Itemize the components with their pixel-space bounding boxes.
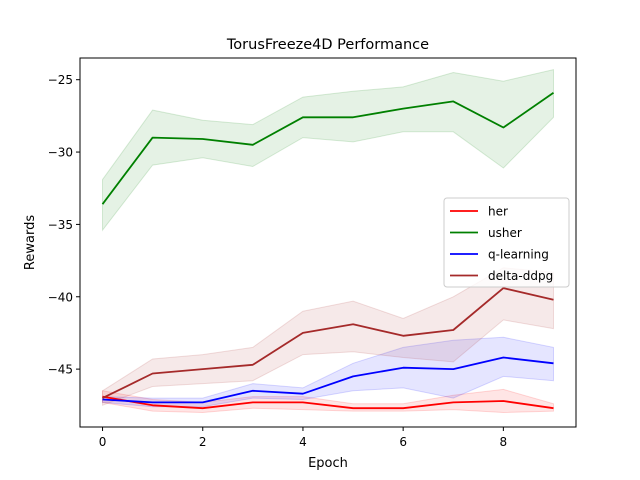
plot-frame [79, 57, 577, 428]
lines-layer [101, 91, 555, 410]
x-tick-label: 2 [199, 435, 207, 449]
series-line-her [102, 395, 554, 410]
x-tick-label: 4 [299, 435, 307, 449]
series-line-usher [101, 91, 555, 205]
series-line-q-learning [102, 356, 554, 404]
x-tick-label: 8 [500, 435, 508, 449]
x-axis: 0 2 4 6 8 [99, 427, 507, 449]
x-tick-label: 0 [99, 435, 107, 449]
y-tick-label: −35 [48, 218, 73, 232]
y-axis-label: Rewards [23, 215, 38, 270]
confidence-band-q-learning [102, 336, 554, 408]
x-tick-label: 6 [399, 435, 407, 449]
y-tick-label: −45 [48, 363, 73, 377]
legend-label-usher: usher [488, 226, 522, 240]
confidence-band-usher [102, 68, 554, 232]
legend: her usher q-learning delta-ddpg [443, 197, 570, 288]
legend-label-q-learning: q-learning [488, 248, 549, 262]
y-axis: −45 −40 −35 −30 −25 [48, 73, 80, 377]
confidence-band-delta-ddpg [102, 267, 554, 407]
series-line-delta-ddpg [102, 287, 554, 399]
y-tick-label: −25 [48, 73, 73, 87]
legend-label-her: her [488, 205, 508, 219]
x-axis-label: Epoch [308, 456, 348, 471]
chart-title: TorusFreeze4D Performance [226, 37, 429, 53]
y-tick-label: −40 [48, 290, 73, 304]
y-tick-label: −30 [48, 146, 73, 160]
legend-label-delta-ddpg: delta-ddpg [488, 269, 553, 283]
legend-box [443, 197, 570, 288]
